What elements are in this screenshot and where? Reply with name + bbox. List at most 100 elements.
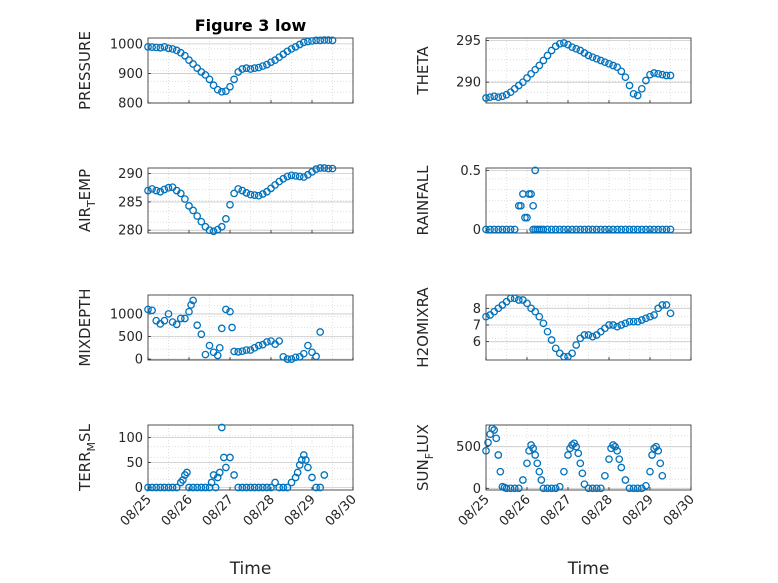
- data-point: [230, 347, 238, 356]
- data-point: [144, 186, 152, 195]
- data-point: [312, 165, 320, 173]
- data-point: [529, 444, 538, 453]
- data-point: [584, 51, 593, 60]
- data-point: [312, 352, 320, 361]
- data-point: [308, 348, 316, 357]
- y-tick-label: 0.5: [460, 164, 481, 179]
- data-point: [226, 82, 234, 91]
- axes-box: [147, 424, 354, 491]
- y-axis-label: TERRMSL: [76, 423, 98, 492]
- data-point: [201, 71, 210, 79]
- data-point: [539, 225, 548, 234]
- data-point: [193, 212, 202, 220]
- data-point: [234, 483, 243, 492]
- data-point: [291, 43, 300, 51]
- data-point: [625, 81, 634, 90]
- series-markers: [144, 423, 329, 492]
- data-point: [555, 225, 564, 234]
- data-point: [263, 60, 271, 69]
- data-point: [185, 202, 193, 210]
- data-point: [238, 347, 247, 356]
- data-point: [642, 225, 650, 234]
- data-point: [217, 87, 226, 96]
- data-point: [226, 200, 234, 209]
- data-point: [189, 206, 197, 215]
- x-axis-label: Time: [567, 559, 610, 579]
- data-point: [588, 225, 597, 234]
- data-point: [568, 441, 576, 449]
- data-point: [181, 314, 189, 323]
- data-point: [283, 483, 292, 492]
- data-point: [144, 43, 152, 51]
- data-point: [187, 301, 195, 309]
- data-point: [494, 451, 503, 459]
- data-point: [246, 483, 255, 492]
- data-point: [160, 316, 169, 325]
- data-point: [510, 484, 519, 493]
- data-point: [551, 225, 560, 234]
- data-point: [596, 484, 605, 493]
- data-point: [250, 191, 259, 199]
- data-point: [588, 484, 597, 493]
- data-point: [205, 226, 214, 235]
- data-point: [648, 451, 656, 459]
- data-point: [222, 215, 230, 223]
- data-point: [492, 434, 501, 443]
- data-point: [580, 480, 589, 489]
- data-point: [613, 446, 622, 455]
- data-point: [304, 463, 312, 472]
- data-point: [523, 213, 531, 222]
- data-point: [299, 173, 308, 181]
- data-point: [523, 459, 531, 468]
- data-point: [328, 36, 337, 45]
- data-point: [234, 185, 243, 193]
- series-markers: [482, 294, 675, 361]
- series-markers: [144, 36, 337, 96]
- data-point: [535, 312, 544, 321]
- data-point: [181, 51, 189, 60]
- data-point: [601, 225, 609, 234]
- data-point: [490, 225, 499, 234]
- data-point: [609, 441, 617, 449]
- y-tick-label: 50: [126, 456, 143, 471]
- data-point: [519, 476, 527, 484]
- y-tick-label: 1000: [110, 307, 143, 322]
- data-point: [324, 164, 333, 173]
- data-point: [299, 38, 308, 47]
- data-point: [576, 225, 585, 234]
- data-point: [222, 305, 230, 314]
- data-point: [576, 459, 585, 468]
- data-point: [263, 483, 271, 492]
- grid: [486, 38, 691, 103]
- data-point: [658, 471, 667, 480]
- data-point: [514, 296, 523, 304]
- y-axis-label: MIXDEPTH: [76, 288, 94, 366]
- data-point: [564, 225, 572, 234]
- data-point: [291, 353, 300, 362]
- data-point: [584, 484, 593, 493]
- data-point: [258, 483, 267, 492]
- data-point: [609, 61, 617, 70]
- data-point: [646, 312, 654, 321]
- data-point: [551, 484, 560, 493]
- data-point: [197, 330, 206, 339]
- data-point: [482, 94, 490, 102]
- data-point: [217, 324, 226, 333]
- data-point: [213, 85, 222, 94]
- data-point: [316, 164, 325, 172]
- data-point: [510, 294, 519, 303]
- y-tick-label: 0: [473, 223, 481, 238]
- data-point: [160, 43, 169, 51]
- data-point: [654, 69, 663, 78]
- data-point: [527, 190, 535, 198]
- data-point: [527, 69, 535, 78]
- data-point: [519, 78, 527, 87]
- data-point: [299, 349, 308, 358]
- data-point: [654, 446, 663, 455]
- data-point: [193, 321, 202, 330]
- data-point: [650, 69, 658, 77]
- data-point: [172, 320, 181, 329]
- y-tick-label: 295: [456, 34, 481, 49]
- axes-box: [485, 37, 692, 104]
- data-point: [230, 189, 238, 198]
